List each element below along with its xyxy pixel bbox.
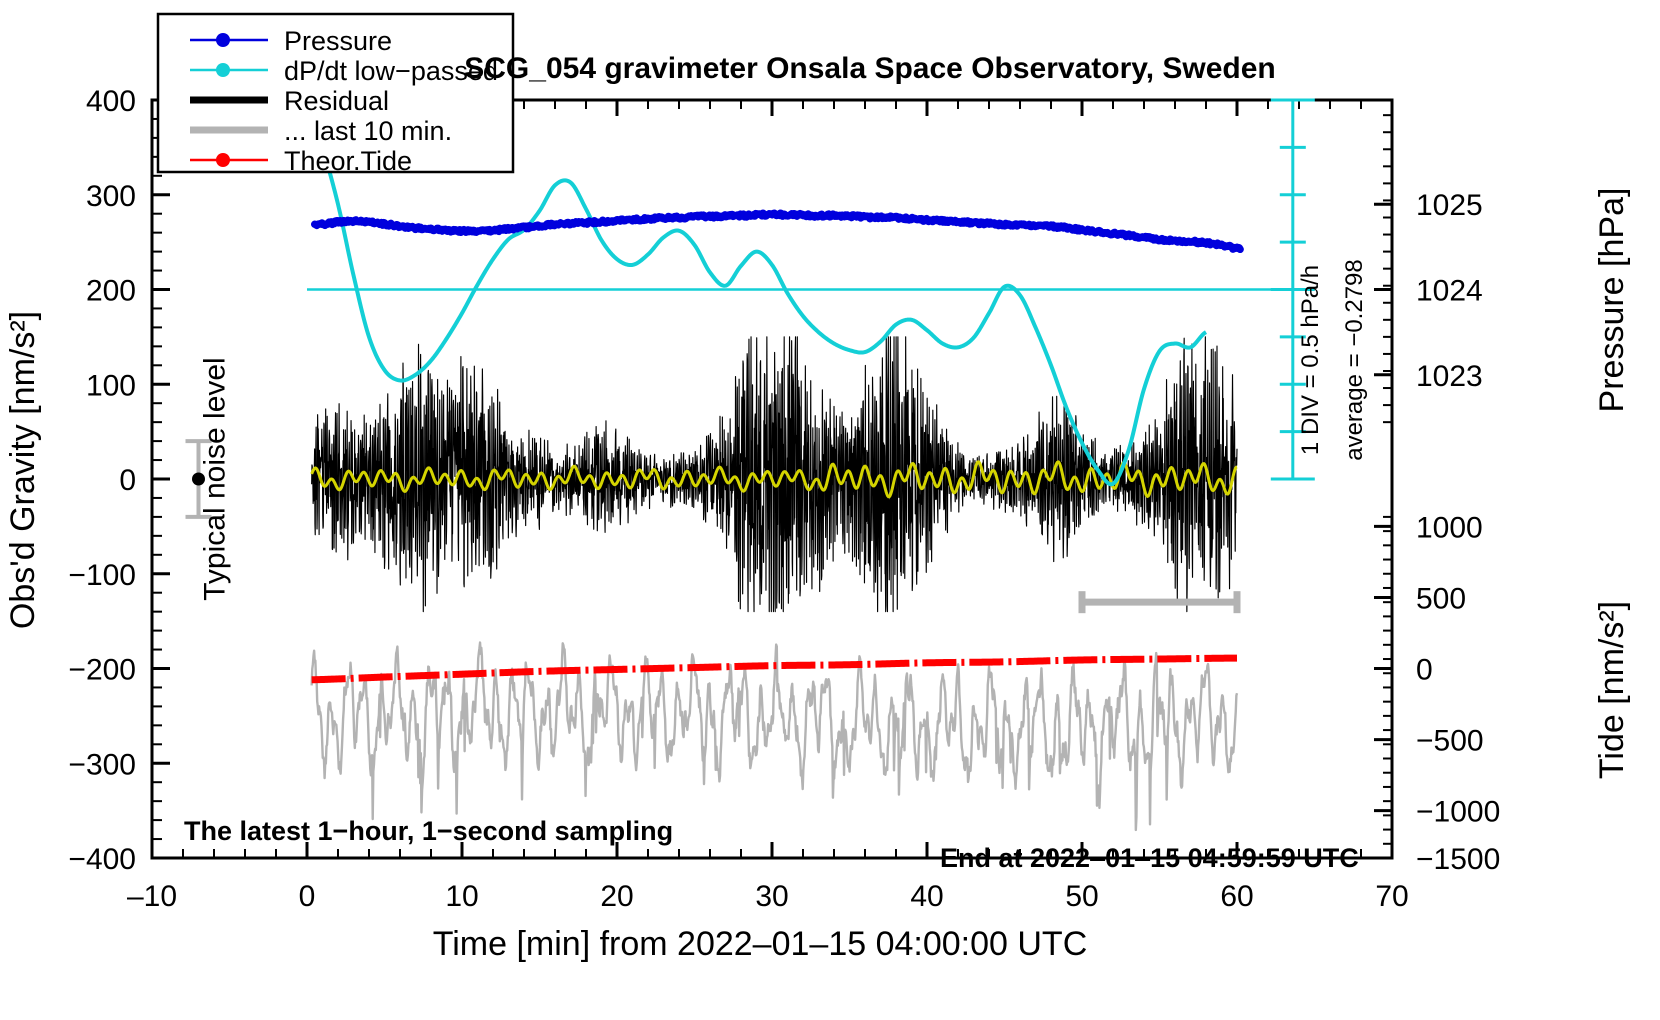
tide-tick-label: 0 <box>1416 654 1433 687</box>
y-tick-label: −200 <box>68 654 136 687</box>
tide-tick-label: −500 <box>1416 725 1484 758</box>
pressure-tick-label: 1024 <box>1416 275 1483 308</box>
x-axis-label: Time [min] from 2022‒01‒15 04:00:00 UTC <box>433 925 1088 963</box>
legend-item-last-10-min[interactable]: ... last 10 min. <box>190 116 452 146</box>
residual-series <box>311 336 1238 613</box>
x-tick-label: 70 <box>1375 880 1408 913</box>
y-tick-label: 400 <box>86 85 136 118</box>
tide-tick-label: −1000 <box>1416 796 1500 829</box>
div-scale-note: 1 DIV = 0.5 hPa/h <box>1297 265 1324 455</box>
tide-tick-label: 1000 <box>1416 511 1483 544</box>
tide-axis-ticks: 1000 500 0 −500 −1000 −1500 <box>1374 511 1500 876</box>
average-note: average = −0.2798 <box>1341 259 1368 461</box>
end-time-note: End at 2022‒01‒15 04:59:59 UTC <box>940 843 1359 873</box>
tide-tick-label: 500 <box>1416 582 1466 615</box>
pressure-axis-label: Pressure [hPa] <box>1593 188 1631 413</box>
pressure-tick-label: 1023 <box>1416 360 1483 393</box>
legend-label: Pressure <box>284 26 392 56</box>
data-series-layer <box>305 98 1315 832</box>
y-axis-ticks: 400 300 200 100 0 −100 −200 −300 −400 <box>68 85 170 876</box>
filtered-residual-series <box>310 460 1238 499</box>
x-axis-ticks: ‒10 0 10 20 30 40 50 60 70 <box>127 100 1409 913</box>
x-tick-label: 60 <box>1220 880 1253 913</box>
legend-item-pressure[interactable]: Pressure <box>190 26 392 56</box>
y-tick-label: −100 <box>68 559 136 592</box>
x-tick-label: 40 <box>910 880 943 913</box>
theoretical-tide-series <box>311 654 1238 684</box>
y-tick-label: 200 <box>86 275 136 308</box>
legend-marker-dot <box>216 153 230 167</box>
noise-level-point <box>192 472 205 486</box>
legend-marker-dot <box>216 63 230 77</box>
y-axis-label: Obs'd Gravity [nm/s²] <box>4 311 42 629</box>
legend-item-residual[interactable]: Residual <box>190 86 389 116</box>
x-tick-label: 20 <box>600 880 633 913</box>
pressure-series <box>311 209 1244 254</box>
y-tick-label: −400 <box>68 843 136 876</box>
last-10-min-series <box>310 641 1239 832</box>
legend-label: ... last 10 min. <box>284 116 452 146</box>
pressure-axis-ticks: 1025 1024 1023 <box>1374 114 1483 424</box>
annotation-layer: Typical noise level 1 DIV = 0.5 hPa/h aver… <box>184 259 1368 873</box>
typical-noise-level-label: Typical noise level <box>199 357 232 600</box>
y-tick-label: 0 <box>119 464 136 497</box>
sampling-note: The latest 1−hour, 1−second sampling <box>184 816 673 846</box>
y-tick-label: 100 <box>86 369 136 402</box>
y-tick-label: −300 <box>68 748 136 781</box>
x-tick-label: 0 <box>299 880 316 913</box>
x-tick-label: 10 <box>445 880 478 913</box>
x-tick-label: ‒10 <box>127 880 177 913</box>
tide-tick-label: −1500 <box>1416 843 1500 876</box>
tide-axis-label: Tide [nm/s²] <box>1593 601 1631 779</box>
legend-label: Residual <box>284 86 389 116</box>
legend-item-theor-tide[interactable]: Theor.Tide <box>190 146 412 176</box>
y-tick-label: 300 <box>86 180 136 213</box>
x-tick-label: 30 <box>755 880 788 913</box>
legend-marker-dot <box>216 33 230 47</box>
x-tick-label: 50 <box>1065 880 1098 913</box>
dpdt-series <box>305 98 1208 487</box>
pressure-tick-label: 1025 <box>1416 189 1483 222</box>
page-title: SCG_054 gravimeter Onsala Space Observat… <box>464 52 1276 85</box>
legend-label: dP/dt low−passed <box>284 56 498 86</box>
legend-item-dp-dt-low-passed[interactable]: dP/dt low−passed <box>190 56 498 86</box>
legend-label: Theor.Tide <box>284 146 412 176</box>
